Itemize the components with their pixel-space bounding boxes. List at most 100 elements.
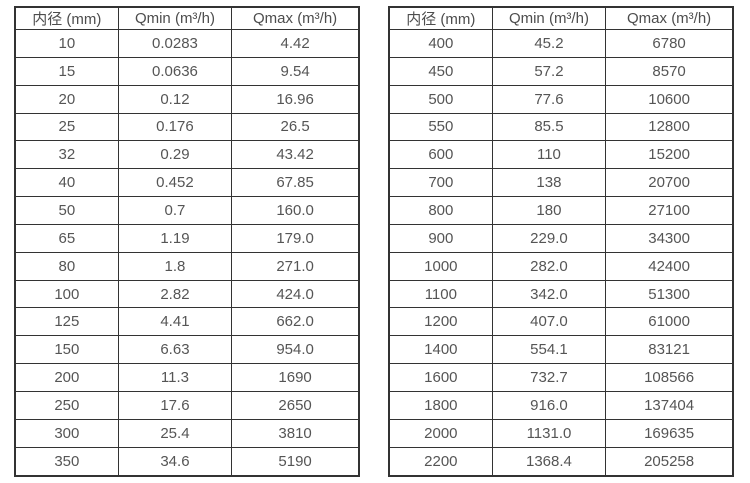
table-cell: 57.2 xyxy=(491,56,607,86)
table-cell: 15 xyxy=(14,56,119,86)
table-cell: 10 xyxy=(14,29,119,58)
table-cell: 1400 xyxy=(388,335,493,365)
table-cell: 15200 xyxy=(605,140,734,170)
table-cell: 500 xyxy=(388,84,493,114)
table-cell: 2.82 xyxy=(117,279,233,309)
table-row: 150 6.63 954.0 xyxy=(14,335,360,365)
table-cell: 350 xyxy=(14,446,119,477)
table-cell: 45.2 xyxy=(491,29,607,58)
column-header: Qmax (m³/h) xyxy=(605,6,734,30)
table-cell: 25.4 xyxy=(117,418,233,448)
table-cell: 229.0 xyxy=(491,223,607,253)
table-row: 125 4.41 662.0 xyxy=(14,307,360,337)
table-cell: 20700 xyxy=(605,168,734,198)
flow-table-small-diameters: 内径 (mm) Qmin (m³/h) Qmax (m³/h) 10 0.0283 4.… xyxy=(14,6,360,477)
table-cell: 2000 xyxy=(388,418,493,448)
table-cell: 954.0 xyxy=(231,335,360,365)
table-cell: 25 xyxy=(14,112,119,142)
table-cell: 4.42 xyxy=(231,29,360,58)
table-row: 800 180 27100 xyxy=(388,196,734,225)
table-cell: 17.6 xyxy=(117,390,233,420)
table-cell: 11.3 xyxy=(117,363,233,392)
table-cell: 32 xyxy=(14,140,119,170)
table-cell: 40 xyxy=(14,168,119,198)
table-cell: 137404 xyxy=(605,390,734,420)
table-cell: 160.0 xyxy=(231,196,360,225)
table-cell: 282.0 xyxy=(491,251,607,281)
table-cell: 2650 xyxy=(231,390,360,420)
table-cell: 0.29 xyxy=(117,140,233,170)
table-row: 400 45.2 6780 xyxy=(388,29,734,58)
table-row: 2200 1368.4 205258 xyxy=(388,446,734,477)
table-cell: 0.0636 xyxy=(117,56,233,86)
table-cell: 0.0283 xyxy=(117,29,233,58)
table-cell: 2200 xyxy=(388,446,493,477)
table-cell: 80 xyxy=(14,251,119,281)
table-cell: 77.6 xyxy=(491,84,607,114)
table-cell: 138 xyxy=(491,168,607,198)
table-row: 250 17.6 2650 xyxy=(14,390,360,420)
table-cell: 100 xyxy=(14,279,119,309)
table-cell: 732.7 xyxy=(491,363,607,392)
table-cell: 110 xyxy=(491,140,607,170)
table-cell: 1690 xyxy=(231,363,360,392)
table-row: 32 0.29 43.42 xyxy=(14,140,360,170)
table-row: 100 2.82 424.0 xyxy=(14,279,360,309)
table-row: 40 0.452 67.85 xyxy=(14,168,360,198)
table-cell: 900 xyxy=(388,223,493,253)
table-row: 200 11.3 1690 xyxy=(14,363,360,392)
table-cell: 10600 xyxy=(605,84,734,114)
table-cell: 250 xyxy=(14,390,119,420)
table-row: 80 1.8 271.0 xyxy=(14,251,360,281)
table-cell: 50 xyxy=(14,196,119,225)
column-header: 内径 (mm) xyxy=(14,6,119,30)
table-cell: 150 xyxy=(14,335,119,365)
table-cell: 34.6 xyxy=(117,446,233,477)
table-cell: 125 xyxy=(14,307,119,337)
table-row: 65 1.19 179.0 xyxy=(14,223,360,253)
table-cell: 169635 xyxy=(605,418,734,448)
table-cell: 554.1 xyxy=(491,335,607,365)
table-row: 1600 732.7 108566 xyxy=(388,363,734,392)
table-row: 2000 1131.0 169635 xyxy=(388,418,734,448)
header-row: 内径 (mm) Qmin (m³/h) Qmax (m³/h) xyxy=(14,6,360,30)
column-header: 内径 (mm) xyxy=(388,6,493,30)
table-cell: 16.96 xyxy=(231,84,360,114)
table-row: 300 25.4 3810 xyxy=(14,418,360,448)
table-cell: 179.0 xyxy=(231,223,360,253)
table-cell: 6780 xyxy=(605,29,734,58)
table-cell: 1000 xyxy=(388,251,493,281)
table-cell: 8570 xyxy=(605,56,734,86)
table-cell: 916.0 xyxy=(491,390,607,420)
table-cell: 1200 xyxy=(388,307,493,337)
table-cell: 600 xyxy=(388,140,493,170)
table-cell: 180 xyxy=(491,196,607,225)
table-cell: 26.5 xyxy=(231,112,360,142)
column-header: Qmax (m³/h) xyxy=(231,6,360,30)
table-row: 450 57.2 8570 xyxy=(388,56,734,86)
table-body: 10 0.0283 4.42 15 0.0636 9.54 20 0.12 16.96 25 0.1… xyxy=(14,29,360,477)
table-row: 900 229.0 34300 xyxy=(388,223,734,253)
table-cell: 12800 xyxy=(605,112,734,142)
table-row: 50 0.7 160.0 xyxy=(14,196,360,225)
table-row: 10 0.0283 4.42 xyxy=(14,29,360,58)
column-header: Qmin (m³/h) xyxy=(491,6,607,30)
column-header: Qmin (m³/h) xyxy=(117,6,233,30)
table-row: 550 85.5 12800 xyxy=(388,112,734,142)
table-row: 500 77.6 10600 xyxy=(388,84,734,114)
table-cell: 407.0 xyxy=(491,307,607,337)
table-cell: 271.0 xyxy=(231,251,360,281)
table-cell: 108566 xyxy=(605,363,734,392)
table-cell: 4.41 xyxy=(117,307,233,337)
table-cell: 450 xyxy=(388,56,493,86)
table-row: 1000 282.0 42400 xyxy=(388,251,734,281)
table-cell: 0.12 xyxy=(117,84,233,114)
table-cell: 9.54 xyxy=(231,56,360,86)
flow-table-large-diameters: 内径 (mm) Qmin (m³/h) Qmax (m³/h) 400 45.2 678… xyxy=(388,6,734,477)
table-cell: 20 xyxy=(14,84,119,114)
table-cell: 550 xyxy=(388,112,493,142)
table-row: 25 0.176 26.5 xyxy=(14,112,360,142)
header-row: 内径 (mm) Qmin (m³/h) Qmax (m³/h) xyxy=(388,6,734,30)
table-row: 1200 407.0 61000 xyxy=(388,307,734,337)
table-cell: 1800 xyxy=(388,390,493,420)
